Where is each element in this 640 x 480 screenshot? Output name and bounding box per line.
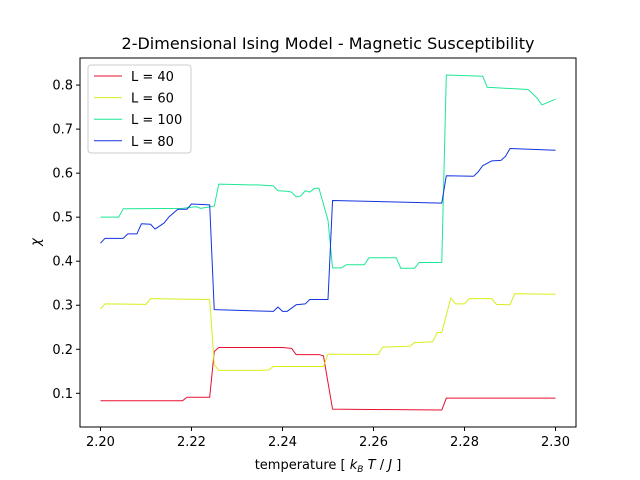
legend-label: L = 80 bbox=[131, 135, 174, 150]
x-axis-title-subscript: B bbox=[357, 465, 363, 475]
series-line-3 bbox=[100, 147, 556, 312]
x-axis-title: temperature [ kB T / J ] bbox=[255, 458, 402, 475]
y-axis: 0.1 0.2 0.3 0.4 0.5 0.6 0.7 0.8 bbox=[52, 79, 80, 402]
y-tick-label: 0.4 bbox=[52, 255, 73, 270]
x-tick-label: 2.20 bbox=[86, 435, 115, 450]
y-tick-label: 0.3 bbox=[52, 299, 73, 314]
x-tick-label: 2.28 bbox=[450, 435, 479, 450]
y-axis-title: χ bbox=[29, 237, 44, 247]
y-tick-label: 0.2 bbox=[52, 343, 73, 358]
x-axis-title-suffix: ] bbox=[392, 458, 401, 473]
x-axis-title-k: k bbox=[350, 458, 358, 473]
x-axis-title-slash: / bbox=[376, 458, 389, 473]
x-axis-title-J: J bbox=[385, 458, 392, 473]
legend-label: L = 100 bbox=[131, 113, 182, 128]
legend-label: L = 40 bbox=[131, 70, 174, 85]
y-tick-label: 0.8 bbox=[52, 79, 73, 94]
series-layer bbox=[100, 74, 556, 411]
chart-title: 2-Dimensional Ising Model - Magnetic Sus… bbox=[122, 34, 535, 53]
y-tick-label: 0.1 bbox=[52, 387, 73, 402]
legend: L = 40 L = 60 L = 100 L = 80 bbox=[87, 64, 192, 154]
x-tick-label: 2.30 bbox=[541, 435, 570, 450]
legend-label: L = 60 bbox=[131, 92, 174, 107]
y-tick-label: 0.7 bbox=[52, 123, 73, 138]
legend-box bbox=[87, 64, 192, 154]
y-tick-label: 0.6 bbox=[52, 167, 73, 182]
series-line-1 bbox=[100, 293, 556, 371]
y-tick-label: 0.5 bbox=[52, 211, 73, 226]
x-tick-label: 2.24 bbox=[268, 435, 297, 450]
x-tick-label: 2.22 bbox=[177, 435, 206, 450]
x-axis-title-prefix: temperature [ bbox=[255, 458, 350, 473]
x-axis: 2.20 2.22 2.24 2.26 2.28 2.30 bbox=[86, 427, 570, 450]
x-axis-title-T: T bbox=[363, 458, 376, 473]
series-line-0 bbox=[100, 347, 556, 411]
plot-frame bbox=[79, 57, 577, 428]
series-line-2 bbox=[100, 74, 556, 269]
x-tick-label: 2.26 bbox=[359, 435, 388, 450]
